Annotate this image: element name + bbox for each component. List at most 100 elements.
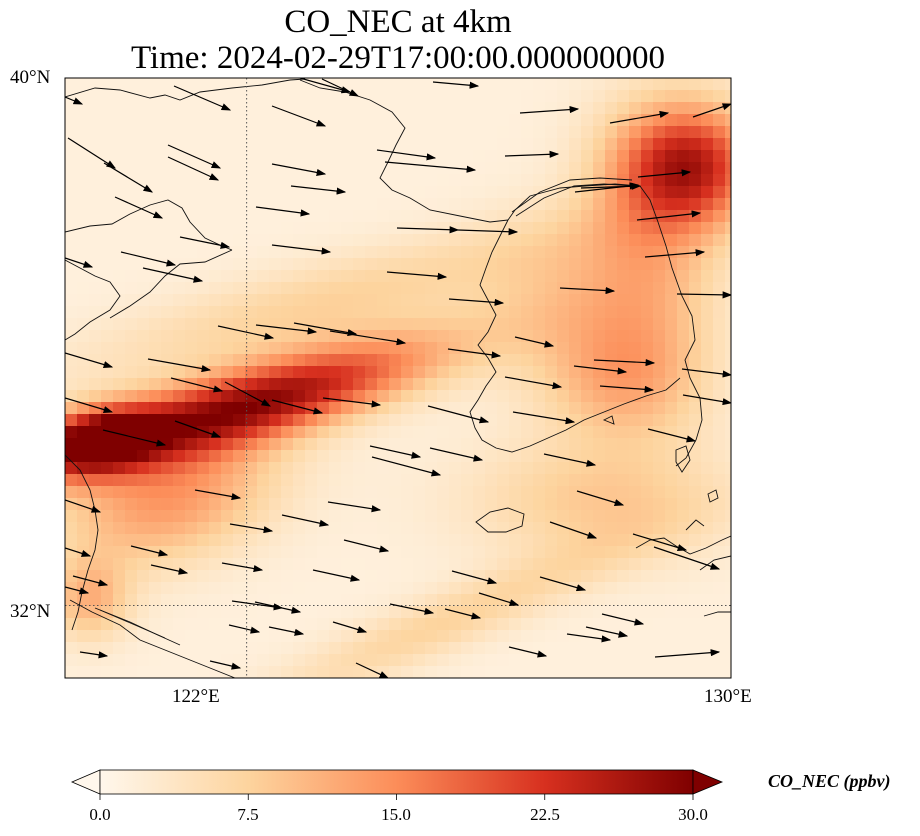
field-cell	[617, 606, 630, 619]
field-cell	[137, 282, 150, 295]
field-cell	[401, 354, 414, 367]
field-cell	[497, 114, 510, 127]
field-cell	[437, 354, 450, 367]
field-cell	[473, 282, 486, 295]
field-cell	[485, 114, 498, 127]
field-cell	[437, 378, 450, 391]
field-cell	[653, 438, 666, 451]
field-cell	[665, 186, 678, 199]
field-cell	[545, 282, 558, 295]
field-cell	[449, 270, 462, 283]
field-cell	[173, 618, 186, 631]
field-cell	[221, 594, 234, 607]
field-cell	[521, 558, 534, 571]
field-cell	[65, 630, 78, 643]
field-cell	[593, 270, 606, 283]
field-cell	[665, 438, 678, 451]
field-cell	[449, 510, 462, 523]
field-cell	[605, 162, 618, 175]
field-cell	[305, 126, 318, 139]
field-cell	[461, 426, 474, 439]
field-cell	[137, 390, 150, 403]
field-cell	[689, 126, 702, 139]
field-cell	[593, 78, 606, 91]
field-cell	[557, 294, 570, 307]
field-cell	[497, 534, 510, 547]
field-cell	[89, 450, 102, 463]
field-cell	[77, 246, 90, 259]
field-cell	[149, 582, 162, 595]
field-cell	[389, 498, 402, 511]
field-cell	[461, 138, 474, 151]
field-cell	[233, 522, 246, 535]
field-cell	[401, 426, 414, 439]
field-cell	[185, 318, 198, 331]
field-cell	[677, 150, 690, 163]
field-cell	[245, 510, 258, 523]
field-cell	[557, 546, 570, 559]
field-cell	[425, 222, 438, 235]
field-cell	[701, 234, 714, 247]
field-cell	[725, 78, 731, 91]
field-cell	[521, 258, 534, 271]
field-cell	[89, 378, 102, 391]
field-cell	[101, 558, 114, 571]
field-cell	[449, 138, 462, 151]
field-cell	[725, 342, 731, 355]
field-cell	[137, 234, 150, 247]
field-cell	[473, 522, 486, 535]
field-cell	[137, 426, 150, 439]
field-cell	[545, 150, 558, 163]
field-cell	[377, 198, 390, 211]
field-cell	[689, 366, 702, 379]
field-cell	[677, 510, 690, 523]
field-cell	[473, 330, 486, 343]
field-cell	[581, 330, 594, 343]
field-cell	[269, 270, 282, 283]
field-cell	[497, 102, 510, 115]
colorbar-extend-low	[70, 769, 101, 795]
field-cell	[125, 570, 138, 583]
field-cell	[689, 474, 702, 487]
field-cell	[581, 234, 594, 247]
wind-arrow	[682, 394, 731, 406]
field-cell	[461, 354, 474, 367]
field-cell	[557, 102, 570, 115]
field-cell	[233, 258, 246, 271]
field-cell	[461, 654, 474, 667]
field-cell	[221, 186, 234, 199]
field-cell	[545, 354, 558, 367]
field-cell	[437, 186, 450, 199]
field-cell	[569, 138, 582, 151]
field-cell	[245, 162, 258, 175]
field-cell	[185, 342, 198, 355]
field-cell	[305, 450, 318, 463]
field-cell	[533, 354, 546, 367]
field-cell	[641, 258, 654, 271]
field-cell	[701, 606, 714, 619]
field-cell	[257, 258, 270, 271]
field-cell	[593, 558, 606, 571]
field-cell	[665, 366, 678, 379]
field-cell	[509, 294, 522, 307]
field-cell	[209, 78, 222, 91]
field-cell	[173, 450, 186, 463]
field-cell	[65, 270, 78, 283]
field-cell	[461, 498, 474, 511]
field-cell	[425, 522, 438, 535]
field-cell	[257, 90, 270, 103]
field-cell	[557, 510, 570, 523]
field-cell	[269, 282, 282, 295]
field-cell	[329, 258, 342, 271]
field-cell	[521, 318, 534, 331]
field-cell	[473, 486, 486, 499]
field-cell	[701, 534, 714, 547]
field-cell	[413, 426, 426, 439]
field-cell	[449, 222, 462, 235]
field-cell	[197, 246, 210, 259]
field-cell	[161, 114, 174, 127]
field-cell	[593, 330, 606, 343]
colorbar-label: CO_NEC (ppbv)	[768, 771, 891, 791]
field-cell	[389, 222, 402, 235]
field-cell	[533, 342, 546, 355]
